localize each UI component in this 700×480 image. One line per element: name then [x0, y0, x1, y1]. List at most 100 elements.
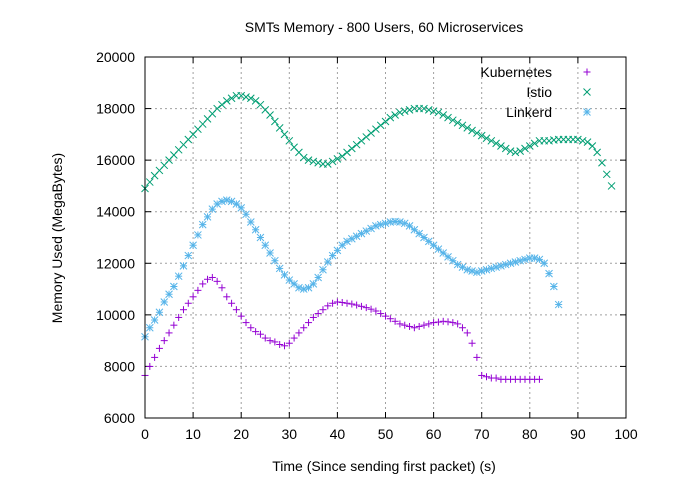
data-point — [280, 342, 288, 350]
data-point — [309, 280, 318, 288]
data-point — [237, 91, 246, 100]
data-point — [251, 225, 260, 234]
data-point — [146, 362, 154, 370]
data-point — [203, 213, 212, 221]
data-point — [415, 322, 423, 330]
data-point — [410, 225, 419, 234]
y-tick-label: 6000 — [104, 410, 135, 426]
data-point — [535, 255, 544, 264]
series-kubernetes — [141, 273, 543, 383]
data-point — [304, 156, 313, 164]
data-point — [295, 283, 303, 292]
data-point — [237, 203, 246, 212]
data-point — [372, 307, 380, 315]
data-point — [155, 308, 164, 317]
x-tick-label: 70 — [474, 426, 490, 442]
data-point — [376, 121, 385, 130]
legend-marker — [583, 68, 591, 76]
data-point — [290, 280, 298, 288]
data-point — [377, 310, 385, 318]
data-point — [516, 147, 525, 155]
data-point — [304, 283, 313, 292]
data-point — [285, 339, 293, 347]
data-point — [420, 233, 428, 242]
data-point — [439, 317, 447, 325]
data-point — [184, 251, 193, 260]
data-point — [222, 96, 231, 105]
data-point — [324, 302, 332, 310]
data-point — [271, 117, 279, 126]
data-point — [530, 254, 539, 262]
data-point — [458, 324, 466, 332]
data-point — [487, 264, 496, 273]
legend-marker — [583, 108, 591, 116]
data-point — [145, 178, 154, 186]
data-point — [179, 306, 187, 314]
data-point — [497, 142, 505, 150]
data-point — [434, 245, 443, 253]
data-point — [170, 321, 178, 329]
y-tick-label: 14000 — [96, 204, 135, 220]
data-point — [391, 317, 399, 325]
data-point — [406, 322, 414, 330]
data-point — [372, 125, 380, 134]
legend-marker — [583, 88, 591, 96]
data-point — [549, 282, 558, 291]
data-point — [430, 319, 438, 327]
data-point — [246, 94, 255, 103]
data-point — [223, 293, 231, 301]
data-point — [598, 158, 606, 167]
data-point — [405, 222, 414, 230]
data-point — [323, 258, 332, 266]
data-point — [160, 298, 169, 306]
axis-ticks: 0 10 20 30 40 50 60 70 80 90 100 6000 8000 10000 12000… — [96, 49, 638, 442]
data-point — [357, 136, 366, 145]
data-point — [420, 321, 428, 329]
data-point — [468, 267, 476, 275]
data-point — [309, 313, 317, 321]
data-point — [314, 310, 322, 318]
data-point — [213, 277, 221, 285]
data-point — [453, 118, 462, 127]
data-point — [535, 375, 543, 383]
data-point — [468, 339, 476, 347]
data-point — [396, 108, 404, 117]
data-point — [247, 324, 255, 332]
data-point — [448, 256, 457, 265]
data-point — [400, 107, 409, 116]
data-point — [607, 182, 616, 190]
legend-label: Kubernetes — [480, 64, 552, 80]
data-point — [372, 222, 380, 230]
data-point — [405, 106, 414, 114]
data-point — [314, 158, 323, 167]
data-point — [261, 241, 270, 250]
data-point — [271, 256, 279, 265]
y-axis-label: Memory Used (MegaBytes) — [49, 153, 65, 323]
data-point — [352, 140, 361, 149]
data-point — [266, 249, 274, 257]
data-point — [492, 374, 500, 382]
data-point — [444, 252, 452, 261]
data-point — [280, 130, 289, 139]
data-point — [386, 315, 394, 323]
data-point — [367, 129, 375, 137]
data-point — [593, 148, 601, 157]
legend-label: Istio — [526, 84, 552, 100]
data-point — [487, 136, 496, 145]
data-point — [194, 231, 202, 239]
x-tick-label: 20 — [233, 426, 249, 442]
plot-frame — [144, 56, 627, 419]
data-point — [362, 133, 371, 141]
data-point — [583, 138, 592, 146]
data-point — [386, 113, 395, 122]
x-tick-label: 100 — [614, 426, 638, 442]
data-point — [492, 263, 500, 272]
y-tick-label: 18000 — [96, 101, 135, 117]
data-point — [554, 300, 563, 309]
data-point — [323, 160, 332, 168]
data-point — [261, 334, 269, 342]
data-point — [338, 152, 347, 161]
data-point — [285, 136, 294, 145]
data-point — [482, 265, 491, 274]
data-point — [208, 273, 216, 281]
